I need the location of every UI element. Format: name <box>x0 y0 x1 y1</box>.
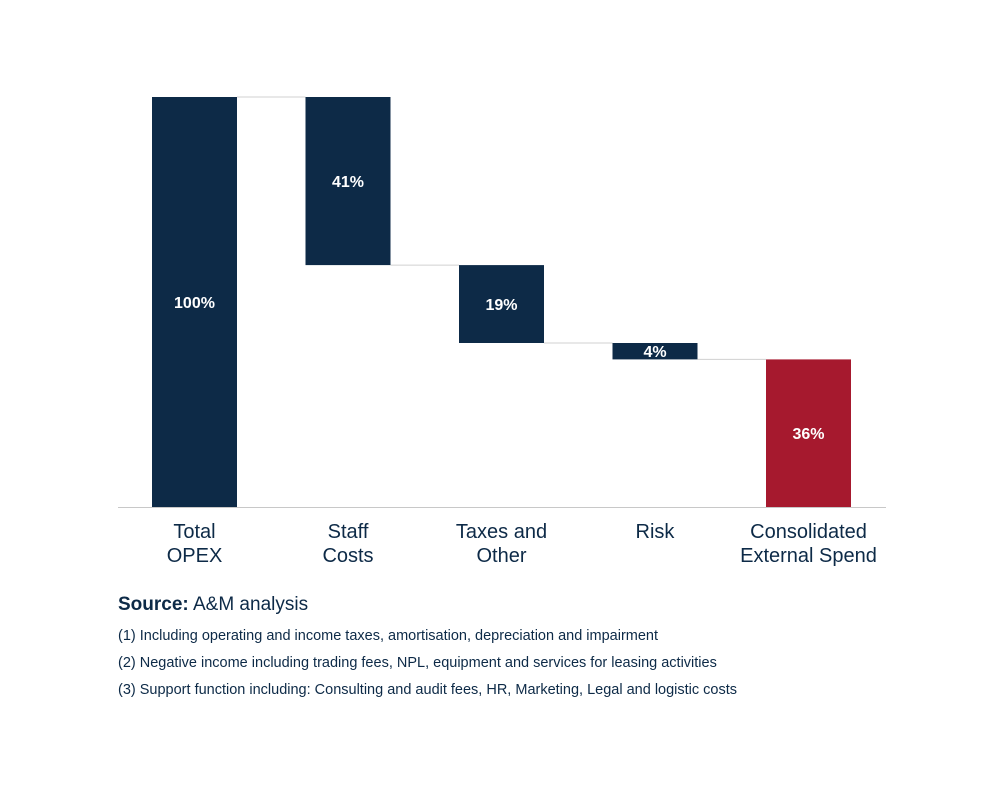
category-label: Taxes and <box>456 521 547 543</box>
data-label: 41% <box>332 174 364 191</box>
chart-footer: Source: A&M analysis (1) Including opera… <box>118 594 737 709</box>
category-label: OPEX <box>167 545 223 567</box>
data-label: 36% <box>792 426 824 443</box>
data-label: 4% <box>643 344 666 361</box>
category-label: External Spend <box>740 545 877 567</box>
source-line: Source: A&M analysis <box>118 594 737 616</box>
category-label: Staff <box>328 521 369 543</box>
category-label: Consolidated <box>750 521 867 543</box>
data-label: 100% <box>174 295 215 312</box>
bar <box>612 343 698 360</box>
data-label: 19% <box>485 297 517 314</box>
footnote-1: (1) Including operating and income taxes… <box>118 628 659 644</box>
bar <box>152 97 237 507</box>
footnote-2: (2) Negative income including trading fe… <box>118 655 717 671</box>
bar <box>766 359 851 507</box>
bar <box>459 265 544 343</box>
category-label: Costs <box>322 545 373 567</box>
bar <box>305 97 391 266</box>
footnote-3: (3) Support function including: Consulti… <box>118 682 738 698</box>
category-label: Risk <box>636 521 676 543</box>
source-text: A&M analysis <box>188 594 309 615</box>
category-label: Other <box>476 545 526 567</box>
source-label: Source: <box>118 594 189 615</box>
category-label: Total <box>173 521 215 543</box>
